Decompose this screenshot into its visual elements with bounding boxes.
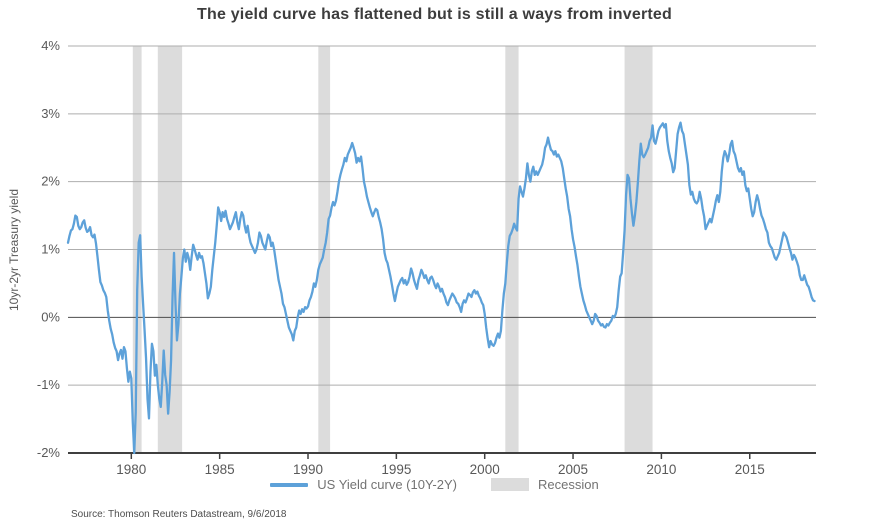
legend: US Yield curve (10Y-2Y) Recession — [0, 477, 869, 492]
source-note: Source: Thomson Reuters Datastream, 9/6/… — [71, 509, 287, 520]
x-tick-label: 2010 — [646, 462, 676, 477]
yield-curve-line-swatch-icon — [270, 482, 309, 487]
y-tick-label: -2% — [37, 445, 61, 460]
x-tick-label: 1990 — [293, 462, 323, 477]
chart-title: The yield curve has flattened but is sti… — [197, 6, 672, 23]
yield-curve-line — [66, 121, 816, 455]
x-tick-label: 1995 — [381, 462, 411, 477]
y-tick-label: 3% — [41, 106, 60, 121]
legend-item-recession: Recession — [491, 477, 599, 492]
x-tick-label: 2015 — [735, 462, 765, 477]
recession-band-swatch-icon — [491, 478, 529, 491]
legend-label-yield-curve: US Yield curve (10Y-2Y) — [317, 477, 457, 492]
y-tick-label: -1% — [37, 377, 61, 392]
legend-label-recession: Recession — [538, 477, 599, 492]
x-tick-label: 1985 — [205, 462, 235, 477]
legend-item-yield-curve: US Yield curve (10Y-2Y) — [270, 477, 457, 492]
y-tick-label: 0% — [41, 309, 60, 324]
x-tick-label: 2000 — [470, 462, 500, 477]
y-tick-label: 4% — [41, 38, 60, 53]
x-tick-label: 2005 — [558, 462, 588, 477]
y-tick-label: 1% — [41, 242, 60, 257]
y-tick-label: 2% — [41, 174, 60, 189]
x-tick-label: 1980 — [116, 462, 146, 477]
